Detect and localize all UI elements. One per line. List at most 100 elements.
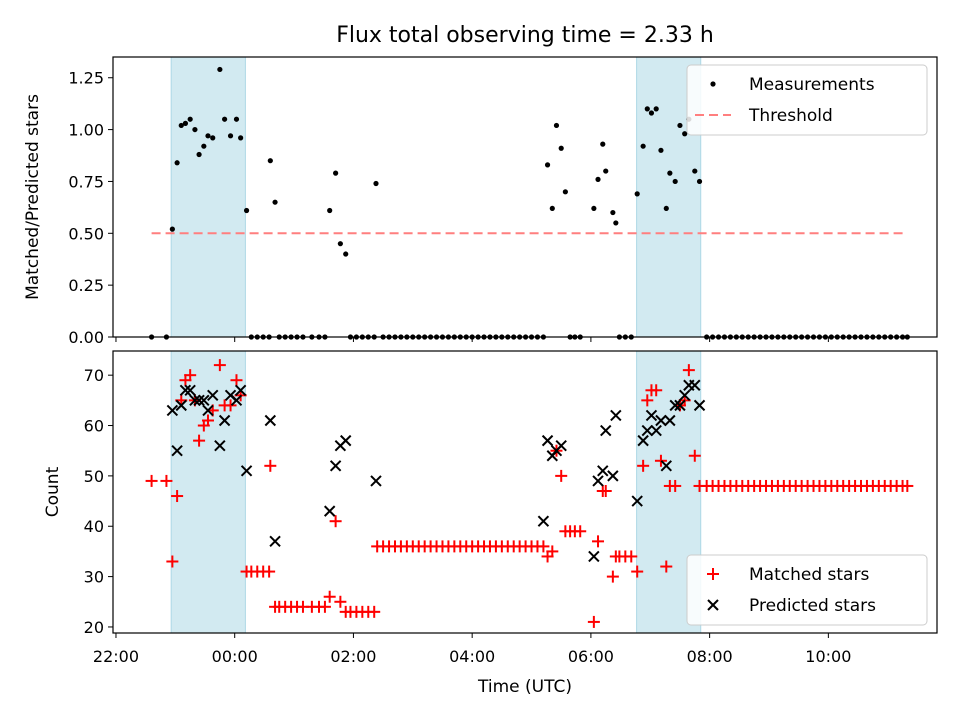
y-tick-label: 0.75 <box>68 172 104 191</box>
matched-star-point <box>901 479 914 492</box>
matched-star-point <box>631 565 644 578</box>
shaded-interval <box>170 56 246 338</box>
top-y-ticks: 0.00 0.25 0.50 0.75 1.00 1.25 <box>68 69 113 347</box>
predicted-star-point <box>193 394 205 407</box>
measurement-point <box>210 135 216 141</box>
matched-star-point <box>660 560 673 573</box>
predicted-star-point <box>592 475 604 487</box>
predicted-star-point <box>693 399 706 412</box>
matched-star-point <box>650 384 663 397</box>
predicted-star-point <box>669 399 681 412</box>
measurement-point <box>658 147 664 153</box>
matched-star-point <box>654 454 667 467</box>
matched-star-point <box>546 545 559 558</box>
x-tick-label: 22:00 <box>93 647 139 666</box>
measurement-point <box>692 168 698 174</box>
predicted-star-point <box>631 495 643 507</box>
predicted-star-point <box>171 445 183 457</box>
top-legend: Measurements Threshold <box>686 64 928 136</box>
measurement-point <box>682 131 688 137</box>
measurement-point <box>196 151 202 158</box>
measurement-point <box>667 170 673 176</box>
predicted-star-point <box>537 515 550 527</box>
legend-entry-label: Predicted stars <box>749 596 876 616</box>
measurement-point <box>169 226 175 232</box>
predicted-star-point <box>600 424 612 437</box>
measurement-point <box>243 207 250 214</box>
measurement-point <box>677 122 683 129</box>
predicted-star-point <box>202 404 214 417</box>
x-tick-label: 04:00 <box>449 647 495 666</box>
matched-star-point <box>166 555 179 568</box>
matched-star-point <box>145 474 158 487</box>
predicted-star-point <box>555 439 567 452</box>
measurement-point <box>610 209 616 216</box>
legend-entry-label: Measurements <box>749 75 875 95</box>
x-tick-label: 00:00 <box>212 647 258 666</box>
measurement-point <box>327 207 333 214</box>
matched-star-point <box>334 595 347 608</box>
measurement-point <box>343 251 349 257</box>
matched-star-point <box>193 434 206 447</box>
bottom-axes-frame <box>112 350 938 634</box>
matched-star-point <box>707 568 719 580</box>
measurement-point <box>613 220 619 226</box>
top-panel: 0.00 0.25 0.50 0.75 1.00 1.25 Matched/Predict… <box>23 56 938 347</box>
matched-star-point <box>625 550 638 563</box>
x-tick-label: 02:00 <box>330 647 376 666</box>
measurement-point <box>187 116 193 122</box>
measurement-point <box>267 158 273 164</box>
predicted-star-point <box>641 424 654 437</box>
y-tick-label: 0.00 <box>68 328 104 347</box>
bottom-x-ticks: 22:00 00:00 02:00 04:00 06:00 08:00 10:00 <box>93 633 851 666</box>
matched-star-point <box>224 399 237 412</box>
predicted-star-point <box>184 384 196 396</box>
matched-star-point <box>537 540 550 553</box>
measurement-point <box>562 189 568 195</box>
matched-star-point <box>368 605 381 618</box>
legend-entry-label: Threshold <box>748 106 833 126</box>
matched-star-point <box>682 364 695 377</box>
matched-star-point <box>230 374 243 387</box>
measurement-point <box>603 168 609 174</box>
x-tick-label: 06:00 <box>568 647 614 666</box>
predicted-star-point <box>166 404 179 417</box>
top-axes-frame <box>112 56 938 338</box>
predicted-star-point <box>650 424 662 437</box>
measurement-point <box>222 116 228 122</box>
y-tick-label: 0.50 <box>68 224 104 243</box>
y-tick-label: 40 <box>84 517 104 536</box>
predicted-star-point <box>207 389 219 402</box>
predicted-star-point <box>541 434 554 447</box>
predicted-star-point <box>198 394 210 407</box>
matched-star-point <box>669 479 682 492</box>
bottom-y-axis-label: Count <box>43 466 63 517</box>
matched-star-point <box>329 515 342 528</box>
measurement-point <box>238 135 244 141</box>
measurement-point <box>227 133 234 139</box>
y-tick-label: 20 <box>84 618 104 637</box>
measurement-point <box>558 145 564 151</box>
measurement-point <box>549 205 555 212</box>
predicted-star-point <box>610 409 622 422</box>
matched-star-point <box>318 600 331 613</box>
x-tick-label: 10:00 <box>805 647 851 666</box>
measurement-point <box>648 110 655 116</box>
measurement-point <box>233 116 240 122</box>
y-tick-label: 50 <box>84 467 104 486</box>
measurement-point <box>174 160 180 166</box>
measurement-point <box>600 141 606 147</box>
legend-box <box>686 554 928 626</box>
measurement-point <box>178 122 184 129</box>
measurement-point <box>337 241 343 247</box>
predicted-star-point <box>264 414 277 427</box>
measurement-point <box>333 170 339 176</box>
matched-star-point <box>201 414 214 427</box>
matched-star-point <box>592 535 605 548</box>
bottom-shaded-intervals <box>170 350 702 634</box>
predicted-star-point <box>230 394 243 407</box>
y-tick-label: 1.25 <box>68 69 104 88</box>
measurement-point <box>595 176 601 182</box>
predicted-star-point <box>269 535 281 548</box>
